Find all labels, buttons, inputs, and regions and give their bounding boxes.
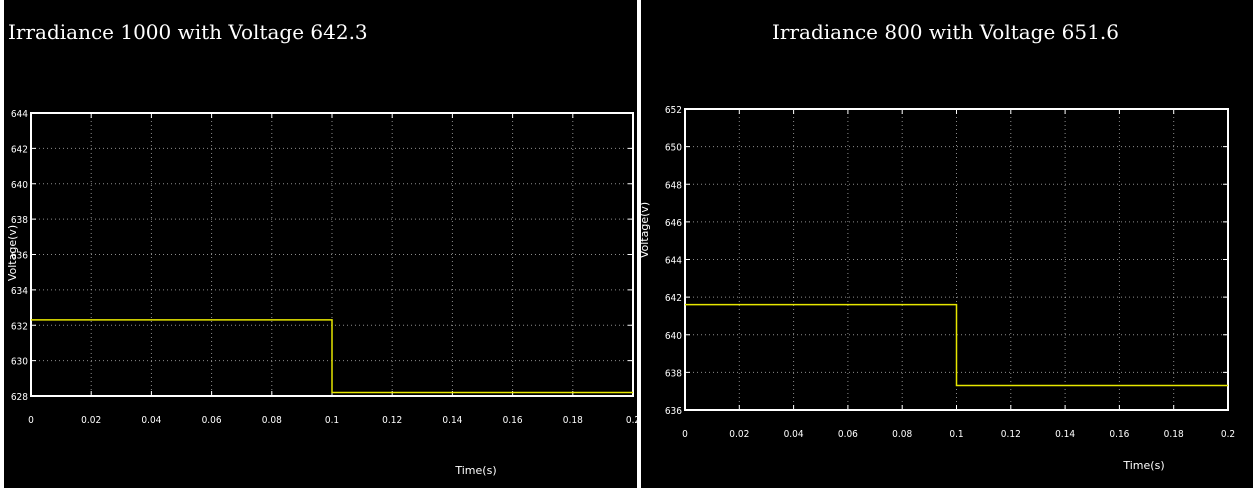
- x-tick-label: 0.02: [81, 415, 101, 426]
- y-tick-label: 642: [665, 293, 682, 304]
- x-tick-label: 0.04: [141, 415, 161, 426]
- x-tick-label: 0: [28, 415, 34, 426]
- y-tick-label: 642: [11, 144, 28, 155]
- y-tick-label: 652: [665, 105, 682, 116]
- x-tick-label: 0.14: [442, 415, 462, 426]
- y-tick-label: 640: [11, 180, 28, 191]
- chart-title: Irradiance 800 with Voltage 651.6: [772, 20, 1119, 44]
- x-tick-label: 0.16: [503, 415, 523, 426]
- y-tick-label: 634: [11, 286, 28, 297]
- y-tick-label: 644: [665, 256, 682, 267]
- y-tick-label: 640: [665, 331, 682, 342]
- y-tick-label: 630: [11, 357, 28, 368]
- x-tick-label: 0.08: [262, 415, 282, 426]
- x-tick-label: 0.18: [1164, 429, 1184, 440]
- y-axis-label: Voltage(v): [6, 225, 19, 281]
- chart-title: Irradiance 1000 with Voltage 642.3: [8, 20, 368, 44]
- y-tick-label: 648: [665, 180, 682, 191]
- voltage-series-line: [685, 303, 1228, 387]
- left-scope-panel: Irradiance 1000 with Voltage 642.3 0 0.02…: [4, 0, 637, 488]
- voltage-series-line: [31, 319, 633, 394]
- x-tick-label: 0.1: [325, 415, 339, 426]
- x-tick-label: 0.12: [1001, 429, 1021, 440]
- x-tick-label: 0.14: [1055, 429, 1075, 440]
- right-scope-panel: Irradiance 800 with Voltage 651.6 0 0.02 0…: [641, 0, 1253, 488]
- y-tick-label: 636: [11, 251, 28, 262]
- x-tick-label: 0.16: [1109, 429, 1129, 440]
- x-tick-label: 0.12: [382, 415, 402, 426]
- x-tick-label: 0.08: [892, 429, 912, 440]
- y-tick-label: 638: [11, 215, 28, 226]
- y-axis-label: Voltage(v): [641, 202, 651, 258]
- x-tick-label: 0.2: [626, 415, 637, 426]
- x-tick-label: 0.1: [949, 429, 963, 440]
- right-plot: 0 0.02 0.04 0.06 0.08 0.1 0.12 0.14 0.16 0.18 0.2 6…: [641, 105, 1235, 472]
- y-tick-label: 650: [665, 143, 682, 154]
- x-tick-label: 0.06: [838, 429, 858, 440]
- x-tick-label: 0.06: [202, 415, 222, 426]
- x-tick-label: 0.2: [1221, 429, 1235, 440]
- x-tick-label: 0.18: [563, 415, 583, 426]
- x-axis-label: Time(s): [1122, 459, 1164, 472]
- y-tick-label: 638: [665, 368, 682, 379]
- y-tick-label: 636: [665, 406, 682, 417]
- left-plot: 0 0.02 0.04 0.06 0.08 0.1 0.12 0.14 0.16 0.18 0.2 6…: [6, 109, 637, 477]
- y-tick-label: 644: [11, 109, 28, 120]
- y-tick-label: 632: [11, 321, 28, 332]
- x-tick-label: 0.04: [784, 429, 804, 440]
- y-tick-label: 646: [665, 218, 682, 229]
- y-tick-label: 628: [11, 392, 28, 403]
- x-axis-label: Time(s): [454, 464, 496, 477]
- x-tick-label: 0: [682, 429, 688, 440]
- x-tick-label: 0.02: [729, 429, 749, 440]
